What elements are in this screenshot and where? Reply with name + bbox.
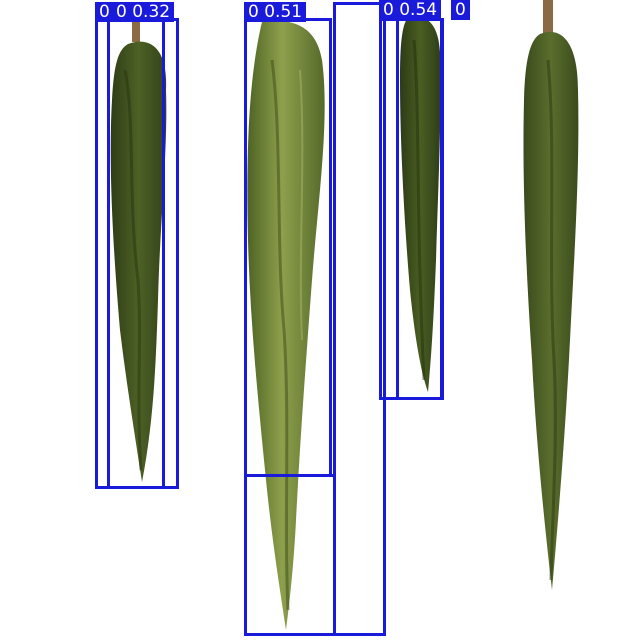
detection-box-3b xyxy=(396,18,444,400)
detection-label-0-51: 0 0.51 xyxy=(244,2,307,22)
cypress-tree-2 xyxy=(247,20,325,631)
detection-box-1b xyxy=(107,18,179,489)
cypress-tree-1 xyxy=(110,18,167,483)
detection-label-0-right: 0 xyxy=(451,0,470,20)
cypress-tree-3 xyxy=(400,16,441,393)
detection-label-0-54: 0 0.54 xyxy=(379,0,442,20)
detection-box-2a xyxy=(244,18,332,477)
detection-label-0-left: 0 xyxy=(95,2,114,22)
detection-box-2c xyxy=(333,2,386,636)
detection-label-0-32: 0 0.32 xyxy=(112,2,175,22)
cypress-tree-4 xyxy=(523,0,579,591)
detection-box-2b xyxy=(244,474,336,636)
